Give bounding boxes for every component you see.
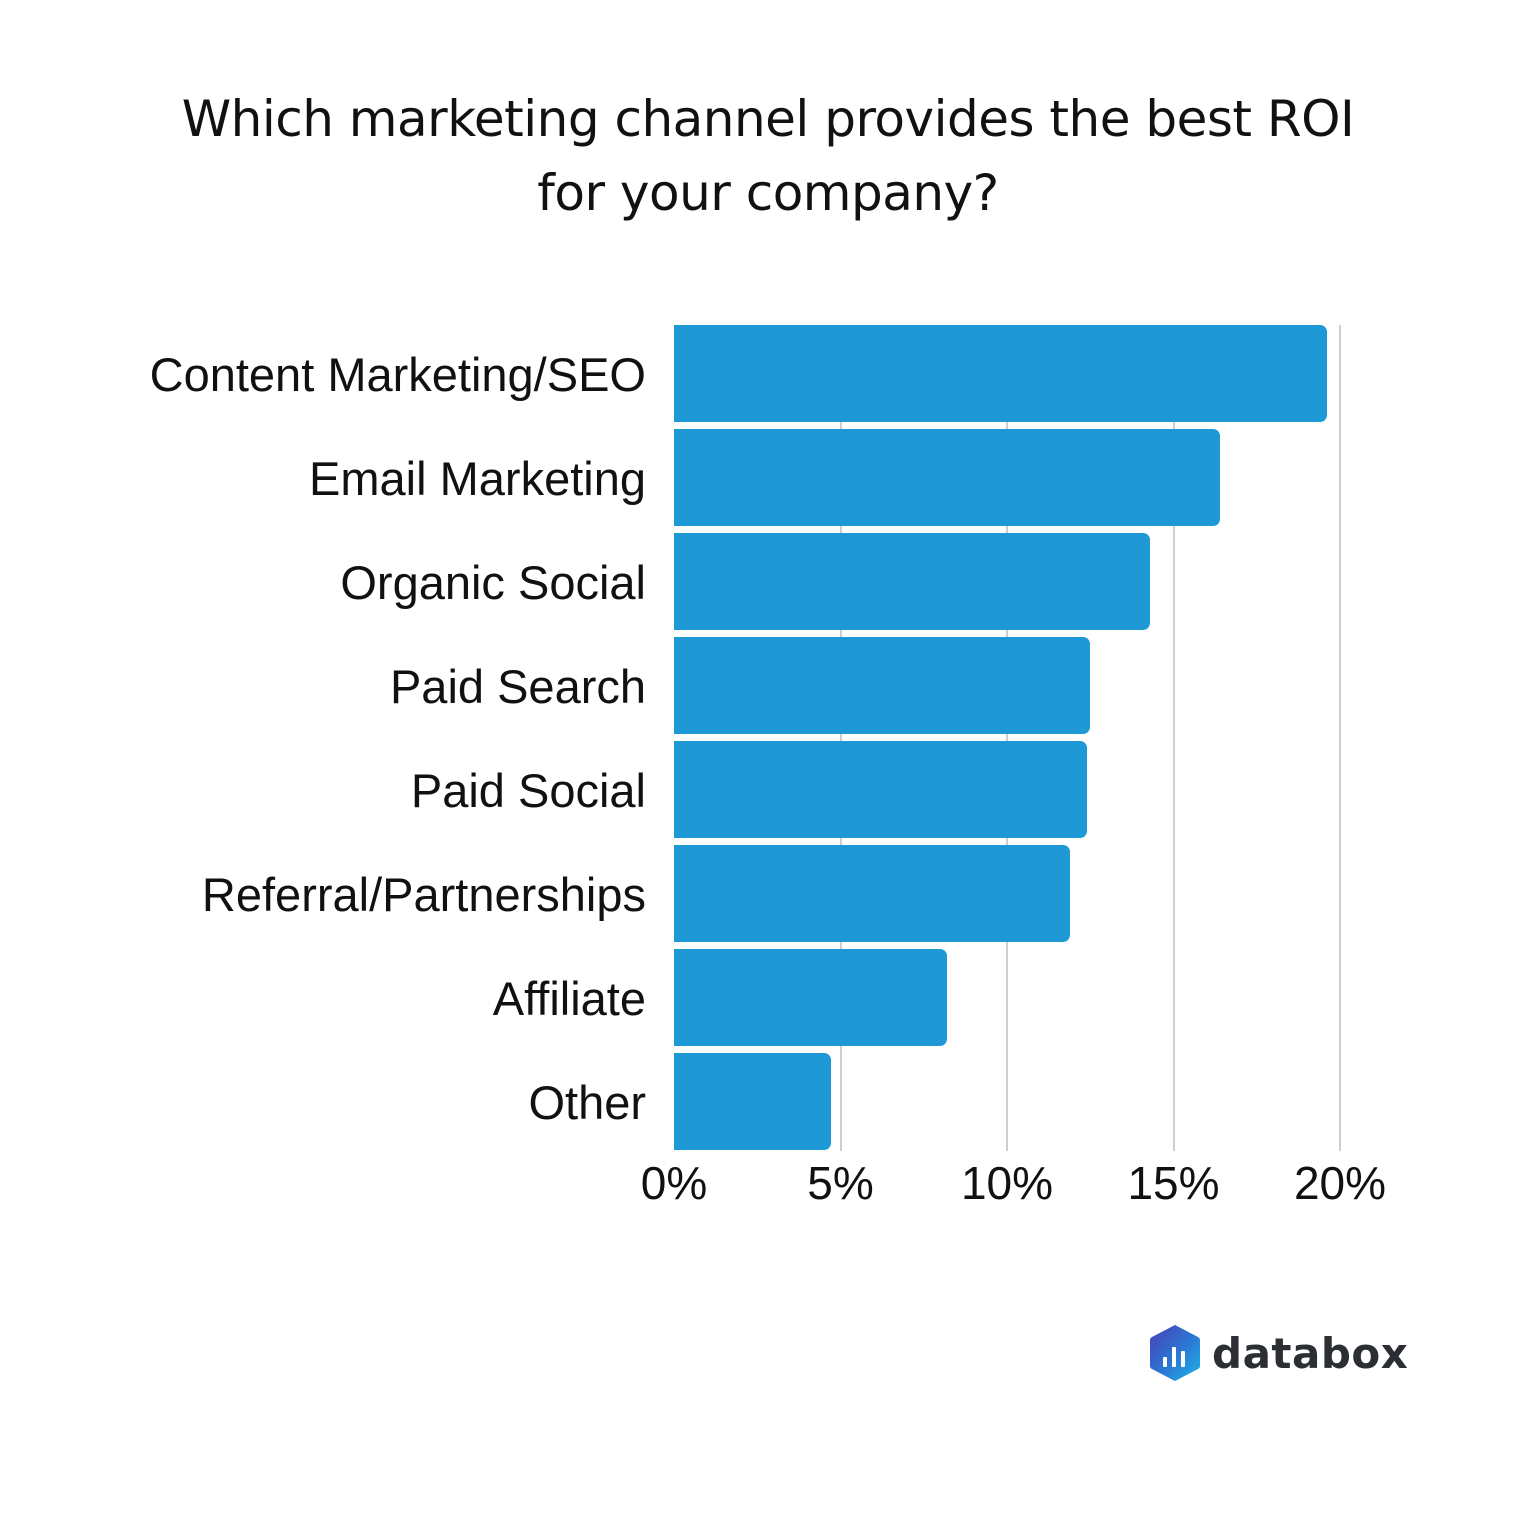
x-tick-label: 5%	[807, 1157, 874, 1209]
category-label: Content Marketing/SEO	[149, 348, 646, 401]
chart-title-line-1: Which marketing channel provides the bes…	[181, 90, 1355, 148]
bar	[674, 325, 1327, 422]
bar	[674, 949, 948, 1046]
gridline	[1339, 325, 1341, 1151]
category-label: Affiliate	[492, 972, 646, 1025]
category-label: Referral/Partnerships	[201, 868, 646, 921]
bar	[674, 1053, 831, 1150]
category-label: Paid Search	[389, 660, 646, 713]
gridline	[1172, 325, 1175, 1151]
category-label: Organic Social	[340, 556, 646, 609]
x-tick-label: 15%	[1127, 1157, 1220, 1209]
x-tick-label: 20%	[1293, 1157, 1387, 1209]
bar	[674, 429, 1221, 526]
gridline	[839, 325, 842, 1151]
gridline	[1006, 325, 1008, 1151]
category-label: Other	[528, 1076, 646, 1129]
bar	[674, 845, 1071, 942]
bar	[674, 533, 1151, 630]
plot-area	[674, 325, 1341, 1151]
category-label: Paid Social	[410, 764, 646, 817]
chart-title: Which marketing channel provides the bes…	[0, 82, 1536, 230]
x-tick-label: 0%	[640, 1157, 708, 1209]
databox-logo-text: databox	[1212, 1328, 1409, 1378]
databox-logo: databox	[1148, 1323, 1408, 1383]
bar	[674, 637, 1091, 734]
category-label: Email Marketing	[309, 452, 646, 505]
chart-title-line-2: for your company?	[537, 164, 999, 222]
databox-hexagon-bars-icon	[1150, 1325, 1200, 1381]
bar	[674, 741, 1087, 838]
x-tick-label: 10%	[960, 1157, 1054, 1209]
